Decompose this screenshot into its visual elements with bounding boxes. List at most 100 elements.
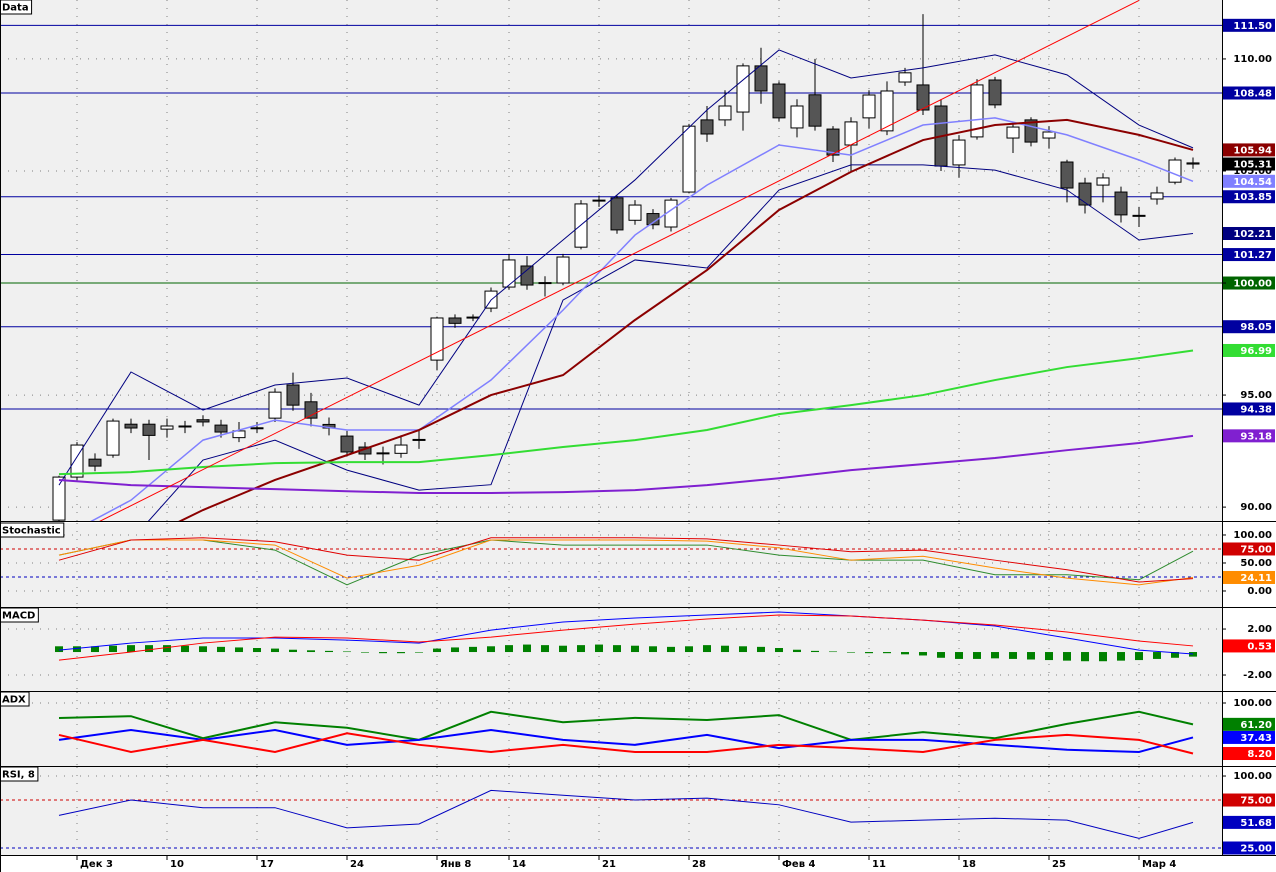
- candle-body: [700, 119, 714, 135]
- value-label-bg: [1223, 248, 1275, 262]
- panel-title-bg: [0, 0, 33, 15]
- y-tick-label: 100.00: [1233, 771, 1272, 782]
- indicator-line: [147, 164, 1194, 521]
- histogram-bar: [541, 645, 549, 653]
- candle-body: [466, 316, 480, 319]
- value-label: 75.00: [1240, 544, 1272, 555]
- panel: [0, 692, 1222, 766]
- candle-body: [718, 105, 732, 121]
- panel-title-bg: [0, 691, 30, 707]
- y-tick-label: 90.00: [1240, 502, 1272, 513]
- histogram-bar: [109, 645, 117, 653]
- histogram-bar: [937, 652, 945, 658]
- candle-body: [808, 94, 822, 127]
- axis-labels: 100.00 61.20 37.43 8.20: [1223, 698, 1275, 761]
- histogram-bar: [343, 651, 351, 653]
- x-tick-label: Дек 3: [80, 859, 113, 870]
- x-tick-label: Фев 4: [782, 859, 816, 870]
- y-tick-label: 100.00: [1233, 530, 1272, 541]
- value-label: 103.85: [1233, 192, 1272, 203]
- value-label: 105.31: [1233, 160, 1272, 171]
- panel-title: MACD: [2, 611, 35, 622]
- value-label-bg: [1223, 730, 1275, 744]
- candle-body: [340, 435, 354, 453]
- y-tick-label: 100.00: [1233, 698, 1272, 709]
- histogram-bar: [361, 652, 369, 653]
- panel-title-bg: [0, 522, 65, 538]
- candle-body: [106, 420, 120, 456]
- histogram-bar: [1153, 652, 1161, 659]
- histogram-bar: [73, 646, 81, 653]
- candle-body: [754, 65, 768, 92]
- indicator-line: [58, 710, 1194, 741]
- panel: [0, 767, 1222, 855]
- value-label: 100.00: [1233, 279, 1272, 290]
- candle-body: [124, 423, 138, 429]
- x-tick-label: 17: [260, 859, 274, 870]
- histogram-bar: [235, 647, 243, 653]
- panel-title: Data: [2, 3, 29, 14]
- histogram-bar: [739, 646, 747, 653]
- x-tick-label: 10: [170, 859, 184, 870]
- candle-body: [52, 476, 66, 521]
- histogram-bar: [667, 646, 675, 653]
- histogram-bar: [271, 648, 279, 653]
- histogram-bar: [1117, 652, 1125, 661]
- panel-title: Stochastic: [2, 526, 61, 537]
- value-label-bg: [1223, 639, 1275, 653]
- y-tick-label: 50.00: [1240, 558, 1272, 569]
- histogram-bar: [649, 646, 657, 653]
- axis-labels: 100.00 50.00 0.00 75.00 24.11: [1223, 530, 1275, 597]
- candle-body: [1150, 192, 1164, 200]
- value-label-bg: [1223, 190, 1275, 204]
- indicator-line: [58, 728, 1194, 753]
- candle-body: [772, 83, 786, 119]
- panel-title: ADX: [2, 695, 26, 706]
- histogram-bar: [145, 645, 153, 653]
- value-label-bg: [1223, 793, 1275, 807]
- candle-body: [1114, 191, 1128, 216]
- histogram-bar: [523, 644, 531, 653]
- value-label-bg: [1223, 86, 1275, 100]
- candle-body: [520, 265, 534, 286]
- candle-body: [790, 105, 804, 129]
- histogram-bar: [757, 646, 765, 653]
- value-label-bg: [1223, 841, 1275, 855]
- indicator-line: [58, 539, 1194, 586]
- value-label-bg: [1223, 402, 1275, 416]
- histogram-bar: [811, 650, 819, 653]
- value-label: 75.00: [1240, 796, 1272, 807]
- value-label: 101.27: [1233, 250, 1272, 261]
- histogram-bar: [1189, 652, 1197, 657]
- candle-body: [880, 90, 894, 132]
- value-label-bg: [1223, 18, 1275, 32]
- indicator-line: [58, 611, 1194, 655]
- indicator-line: [58, 434, 1194, 494]
- value-label: 8.20: [1247, 749, 1272, 760]
- candle-body: [268, 391, 282, 419]
- candle-body: [1186, 162, 1200, 165]
- histogram-bar: [919, 652, 927, 656]
- histogram-bar: [1063, 652, 1071, 661]
- candle-body: [1006, 126, 1020, 139]
- panel: [0, 608, 1222, 691]
- candle-body: [160, 425, 174, 430]
- axis-labels: 2.00 -2.00 0.53: [1223, 624, 1275, 681]
- candle-body: [826, 128, 840, 156]
- indicator-line: [99, 0, 1140, 521]
- indicator-line: [58, 539, 1194, 586]
- histogram-bar: [379, 652, 387, 654]
- histogram-bar: [253, 648, 261, 653]
- candle-body: [502, 259, 516, 288]
- histogram-bar: [559, 645, 567, 653]
- candle-body: [1132, 214, 1146, 217]
- y-tick-label: -2.00: [1243, 670, 1272, 681]
- candle-body: [916, 84, 930, 111]
- histogram-bar: [1135, 652, 1143, 661]
- value-label: 25.00: [1240, 843, 1272, 854]
- histogram-bar: [991, 652, 999, 659]
- histogram-bar: [1081, 652, 1089, 662]
- histogram-bar: [1027, 652, 1035, 660]
- histogram-bar: [163, 645, 171, 653]
- panel-title: RSI, 8: [2, 770, 35, 781]
